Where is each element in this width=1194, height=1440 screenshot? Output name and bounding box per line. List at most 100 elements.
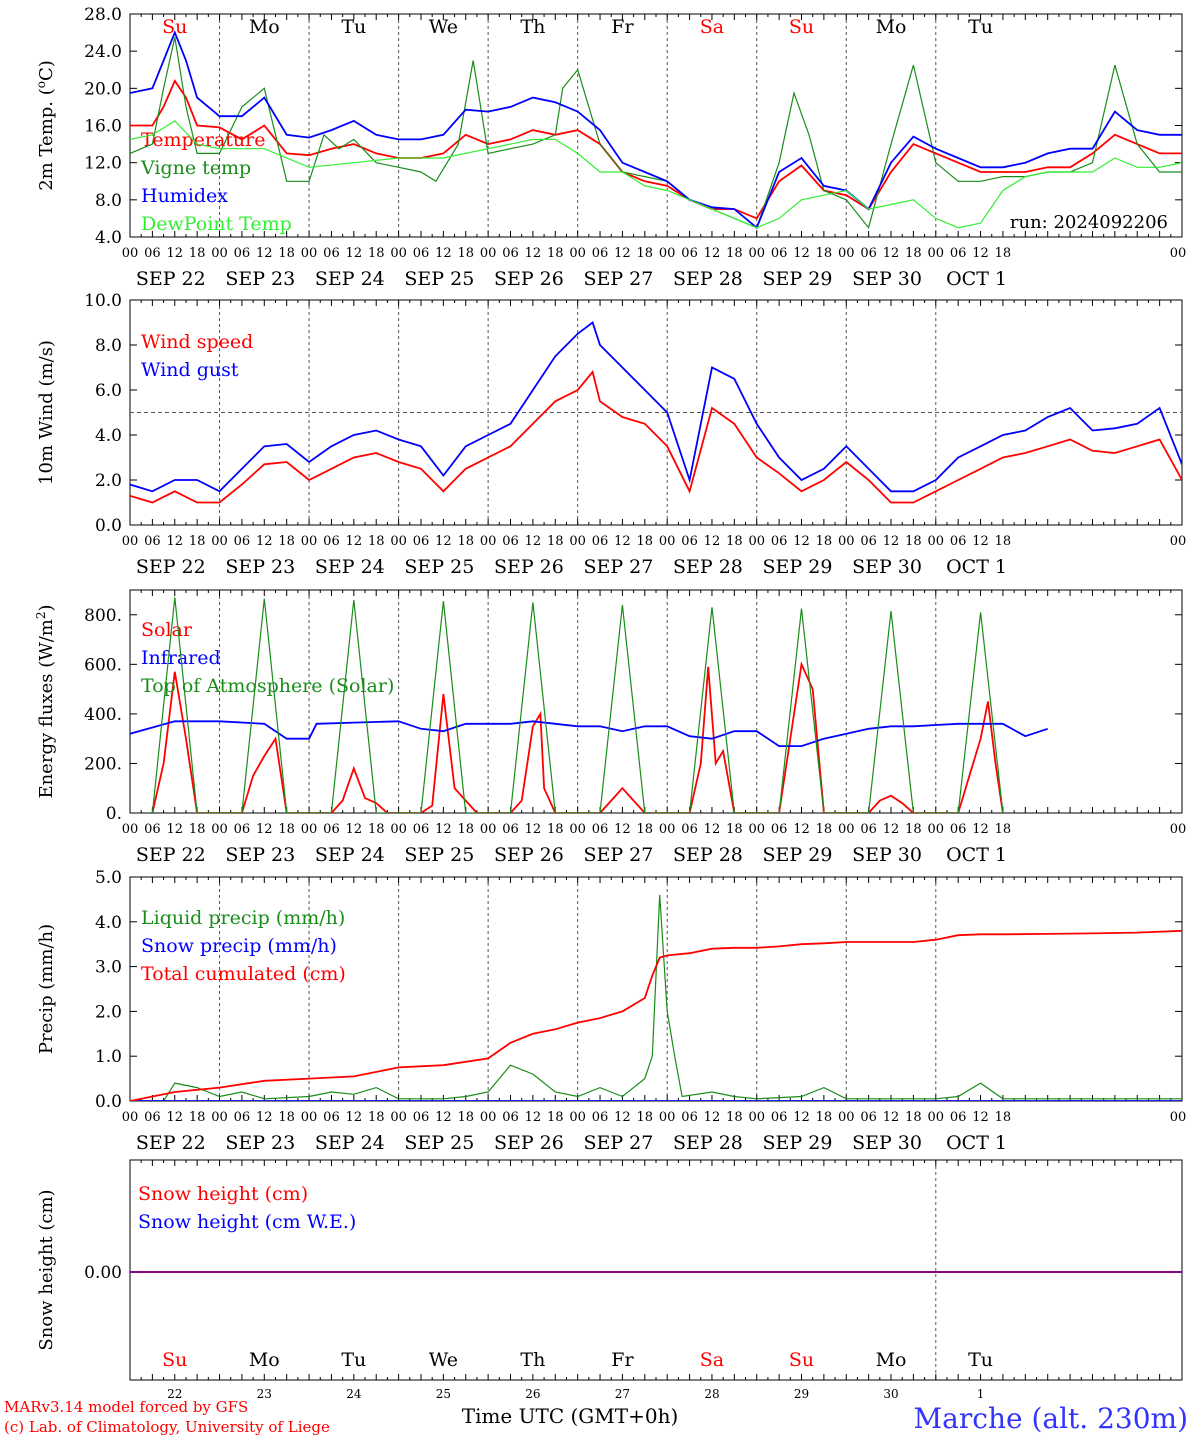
y-axis-label: Snow height (cm): [36, 1189, 57, 1350]
series-solar: [151, 661, 1004, 813]
hour-tick-label: 06: [502, 534, 519, 549]
hour-tick-label: 12: [972, 246, 989, 261]
hour-tick-label: 18: [726, 1110, 743, 1125]
hour-tick-label: 12: [166, 534, 183, 549]
day-number: 24: [346, 1387, 362, 1401]
series-wind-speed: [130, 370, 1182, 504]
hour-tick-label: 06: [413, 534, 430, 549]
series-humidex: [130, 30, 1182, 230]
hour-tick-label: 18: [816, 822, 833, 837]
hour-tick-label: 00: [301, 822, 318, 837]
panel-4: 0.0 1.0 2.0 3.0 4.0 5.0 Precip (mm/h) 00 06 12 18 S…: [36, 868, 1186, 1154]
hour-tick-label: 12: [614, 1110, 631, 1125]
hour-tick-label: 18: [995, 822, 1012, 837]
series-total-cumulated-cm-: [130, 929, 1182, 1101]
hour-tick-label: 12: [435, 822, 452, 837]
y-tick-label: 28.0: [84, 5, 122, 25]
day-number: 29: [794, 1387, 809, 1401]
hour-tick-label: 00: [1170, 534, 1187, 549]
hour-tick-label: 00: [301, 1110, 318, 1125]
hour-tick-label: 18: [905, 534, 922, 549]
hour-tick-label: 12: [256, 246, 273, 261]
day-name: Su: [789, 16, 814, 38]
date-label: SEP 28: [673, 556, 743, 578]
date-label: SEP 22: [136, 844, 206, 866]
y-tick-label: 16.0: [84, 117, 122, 137]
day-name: Fr: [611, 1349, 634, 1371]
hour-tick-label: 18: [368, 1110, 385, 1125]
hour-tick-label: 18: [189, 822, 206, 837]
y-tick-label: 0.0: [95, 516, 122, 536]
hour-tick-label: 00: [838, 822, 855, 837]
legend-entry: Vigne temp: [140, 157, 251, 179]
hour-tick-label: 12: [614, 246, 631, 261]
day-name: We: [429, 1349, 458, 1371]
hour-tick-label: 06: [413, 246, 430, 261]
hour-tick-label: 06: [771, 246, 788, 261]
day-name: Mo: [876, 16, 907, 38]
x-axis-title: Time UTC (GMT+0h): [462, 1404, 679, 1428]
y-tick-label: 5.0: [95, 868, 122, 888]
plot-frame: [129, 13, 1183, 238]
y-tick-label: 12.0: [84, 154, 122, 174]
legend-entry: Wind gust: [141, 359, 239, 381]
hour-tick-label: 18: [457, 822, 474, 837]
date-label: SEP 25: [404, 1132, 474, 1154]
hour-tick-label: 00: [1170, 1110, 1187, 1125]
hour-tick-label: 00: [838, 534, 855, 549]
hour-tick-label: 12: [972, 1110, 989, 1125]
date-label: SEP 23: [225, 844, 295, 866]
date-label: OCT 1: [946, 268, 1007, 290]
date-label: SEP 22: [136, 268, 206, 290]
day-number: 26: [525, 1387, 540, 1401]
hour-tick-label: 06: [592, 246, 609, 261]
hour-tick-label: 06: [681, 246, 698, 261]
hour-tick-label: 18: [189, 534, 206, 549]
y-tick-label: 0.: [106, 804, 122, 824]
day-name: Tu: [341, 1349, 366, 1371]
hour-tick-label: 06: [860, 534, 877, 549]
day-name: Th: [520, 1349, 545, 1371]
hour-tick-label: 06: [323, 246, 340, 261]
hour-tick-label: 18: [905, 1110, 922, 1125]
day-number: 30: [883, 1387, 898, 1401]
hour-tick-label: 00: [928, 822, 945, 837]
date-label: SEP 24: [315, 556, 385, 578]
hour-tick-label: 00: [748, 822, 765, 837]
day-number: 22: [167, 1387, 182, 1401]
day-number: 23: [257, 1387, 272, 1401]
location-label: Marche (alt. 230m): [914, 1402, 1188, 1435]
hour-tick-label: 00: [301, 246, 318, 261]
series-top-of-atmosphere-solar-: [151, 597, 1004, 813]
hour-tick-label: 06: [234, 534, 251, 549]
day-name: We: [429, 16, 458, 38]
hour-tick-label: 00: [838, 1110, 855, 1125]
hour-tick-label: 06: [234, 246, 251, 261]
hour-tick-label: 12: [704, 534, 721, 549]
hour-tick-label: 00: [211, 1110, 228, 1125]
hour-tick-label: 06: [592, 822, 609, 837]
hour-tick-label: 06: [771, 1110, 788, 1125]
hour-tick-label: 12: [166, 246, 183, 261]
date-label: SEP 24: [315, 844, 385, 866]
hour-tick-label: 00: [748, 1110, 765, 1125]
hour-tick-label: 12: [793, 822, 810, 837]
hour-tick-label: 18: [637, 822, 654, 837]
hour-tick-label: 06: [681, 534, 698, 549]
date-label: OCT 1: [946, 1132, 1007, 1154]
hour-tick-label: 12: [883, 246, 900, 261]
date-label: SEP 29: [763, 268, 833, 290]
hour-tick-label: 12: [793, 534, 810, 549]
run-label: run: 2024092206: [1010, 212, 1168, 233]
day-name: Tu: [968, 16, 993, 38]
hour-tick-label: 12: [883, 822, 900, 837]
hour-tick-label: 00: [569, 1110, 586, 1125]
hour-tick-label: 12: [166, 822, 183, 837]
hour-tick-label: 00: [748, 534, 765, 549]
y-axis-label: Precip (mm/h): [36, 924, 57, 1054]
hour-tick-label: 06: [234, 1110, 251, 1125]
date-label: SEP 30: [852, 844, 922, 866]
hour-tick-label: 00: [211, 246, 228, 261]
hour-tick-label: 06: [144, 534, 161, 549]
